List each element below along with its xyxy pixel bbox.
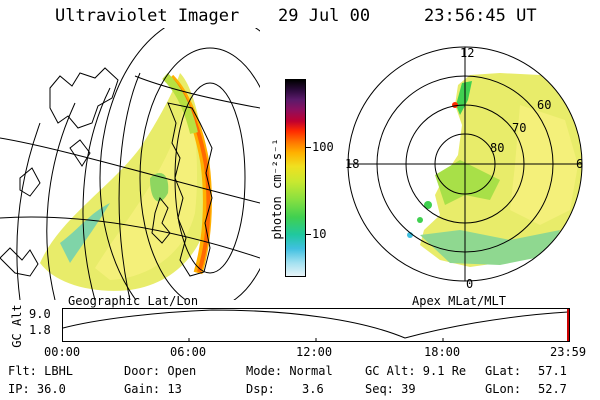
altitude-curve	[62, 309, 569, 339]
observation-time: 23:56:45 UT	[424, 6, 537, 26]
colorbar	[285, 79, 306, 277]
geographic-caption: Geographic Lat/Lon	[68, 294, 199, 308]
status-glat-label: GLat:	[485, 364, 522, 378]
status-mode: Mode: Normal	[246, 364, 333, 378]
polar-caption: Apex MLat/MLT	[412, 294, 506, 308]
colorbar-unit-label: photon cm⁻²s⁻¹	[270, 138, 284, 240]
orbit-altitude-timeline	[62, 308, 570, 342]
mlat-label-80: 80	[490, 141, 505, 155]
timeline-tick-1800: 18:00	[424, 345, 461, 359]
status-ip: IP: 36.0	[8, 382, 66, 396]
mlt-label-18: 18	[345, 157, 360, 171]
instrument-title: Ultraviolet Imager	[55, 6, 240, 26]
mlt-label-12: 12	[460, 46, 475, 60]
status-dsp-label: Dsp:	[246, 382, 275, 396]
polar-plot-panel	[347, 46, 583, 282]
status-gc-altitude: GC Alt: 9.1 Re	[365, 364, 467, 378]
colorbar-tick-10	[305, 234, 311, 235]
colorbar-tick-100	[305, 147, 311, 148]
colorbar-label-100: 100	[312, 140, 334, 154]
coastline-north-america	[167, 102, 213, 277]
timeline-ylabel: GC Alt	[10, 304, 24, 348]
mlt-label-6: 6	[576, 157, 584, 171]
mlat-label-70: 70	[512, 121, 527, 135]
status-glon-value: 52.7	[538, 382, 567, 396]
status-door: Door: Open	[124, 364, 197, 378]
timeline-ymin: 1.8	[29, 323, 51, 337]
status-sequence: Seq: 39	[365, 382, 416, 396]
status-glon-label: GLon:	[485, 382, 522, 396]
mlt-label-0: 0	[466, 277, 474, 291]
status-glat-value: 57.1	[538, 364, 567, 378]
coastline-greenland	[49, 67, 119, 129]
mlat-label-60: 60	[537, 98, 552, 112]
timeline-tick-2359: 23:59	[550, 345, 587, 359]
status-filter: Flt: LBHL	[8, 364, 74, 378]
geographic-map-panel	[0, 28, 260, 300]
timeline-tick-0600: 06:00	[170, 345, 207, 359]
timeline-tick-0000: 00:00	[44, 345, 81, 359]
status-gain: Gain: 13	[124, 382, 182, 396]
timeline-ymax: 9.0	[29, 307, 51, 321]
observation-date: 29 Jul 00	[278, 6, 371, 26]
status-dsp-value: 3.6	[302, 382, 324, 396]
colorbar-label-10: 10	[312, 227, 327, 241]
timeline-tick-1200: 12:00	[296, 345, 333, 359]
